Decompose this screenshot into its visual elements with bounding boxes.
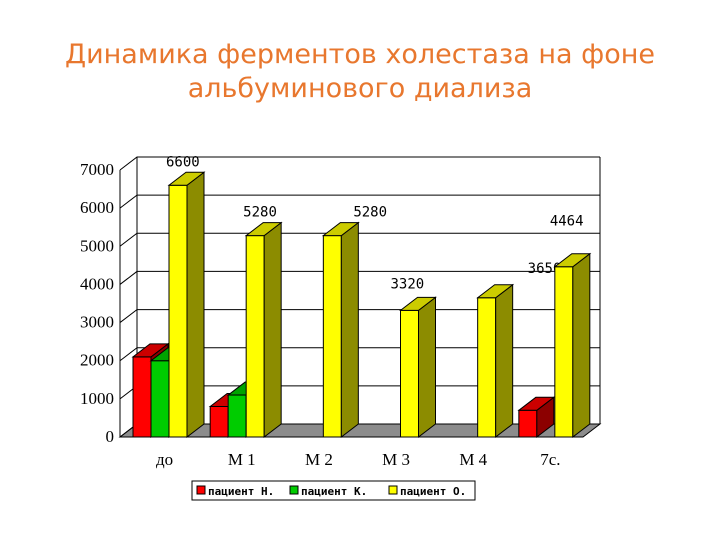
legend-label: пациент О. xyxy=(400,485,466,498)
y-tick-label: 0 xyxy=(106,427,115,446)
y-tick-label: 6000 xyxy=(80,198,114,217)
y-tick-label: 7000 xyxy=(80,160,114,179)
x-tick-label: М 3 xyxy=(382,450,410,469)
bar-front xyxy=(400,309,419,438)
bar-front xyxy=(322,235,342,438)
chart-title-line-2: альбуминового диализа xyxy=(187,73,533,104)
data-label: 5280 xyxy=(243,205,277,221)
bar xyxy=(517,396,556,439)
y-tick-label: 3000 xyxy=(80,313,114,332)
legend-label: пациент Н. xyxy=(208,485,274,498)
x-tick-label: М 1 xyxy=(228,450,256,469)
bar-side xyxy=(186,171,205,439)
bar-side xyxy=(418,296,436,439)
x-tick-label: до xyxy=(156,450,173,469)
legend-swatch xyxy=(388,485,398,495)
legend-label: пациент К. xyxy=(301,485,367,498)
legend-swatch xyxy=(289,485,299,495)
x-tick-label: 7с. xyxy=(540,450,560,469)
bar-side xyxy=(495,283,514,439)
bar xyxy=(399,296,437,439)
data-label: 4464 xyxy=(550,214,584,230)
bar-top xyxy=(476,284,515,299)
bar xyxy=(476,283,515,439)
bar-front xyxy=(132,356,152,438)
legend-swatch xyxy=(196,485,206,495)
y-tick-label: 1000 xyxy=(80,389,114,408)
chart-title-line-1: Динамика ферментов холестаза на фоне xyxy=(64,39,656,70)
bar-front xyxy=(209,405,229,438)
legend: пациент Н. пациент К. пациент О. xyxy=(191,480,476,501)
legend-box xyxy=(191,480,476,501)
y-tick-label: 4000 xyxy=(80,274,114,293)
bar-top xyxy=(244,222,283,237)
bar-top xyxy=(553,253,592,268)
bar-top xyxy=(167,171,206,186)
bar xyxy=(167,171,206,439)
bar xyxy=(321,221,360,439)
bar-front xyxy=(150,360,170,438)
bar-side xyxy=(340,221,359,439)
bar xyxy=(244,221,283,439)
bar-top xyxy=(399,296,437,311)
x-tick-label: М 2 xyxy=(305,450,333,469)
bar-side xyxy=(263,221,282,439)
bar-front xyxy=(518,409,538,438)
bar-front xyxy=(554,266,574,438)
y-tick-label: 2000 xyxy=(80,351,114,370)
y-tick-label: 5000 xyxy=(80,236,114,255)
data-label: 6600 xyxy=(166,154,200,170)
bar-top xyxy=(517,396,556,411)
bar-front xyxy=(477,297,497,438)
bar-front xyxy=(245,235,265,438)
bar-front xyxy=(227,394,247,438)
data-label: 5280 xyxy=(353,205,387,221)
bar-top xyxy=(131,343,170,358)
bar-front xyxy=(168,184,188,438)
bar-top xyxy=(321,222,360,237)
bar xyxy=(553,252,592,439)
bar-side xyxy=(572,252,591,439)
x-tick-label: М 4 xyxy=(459,450,487,469)
data-label: 3650 xyxy=(528,261,562,277)
data-label: 3320 xyxy=(391,276,425,292)
